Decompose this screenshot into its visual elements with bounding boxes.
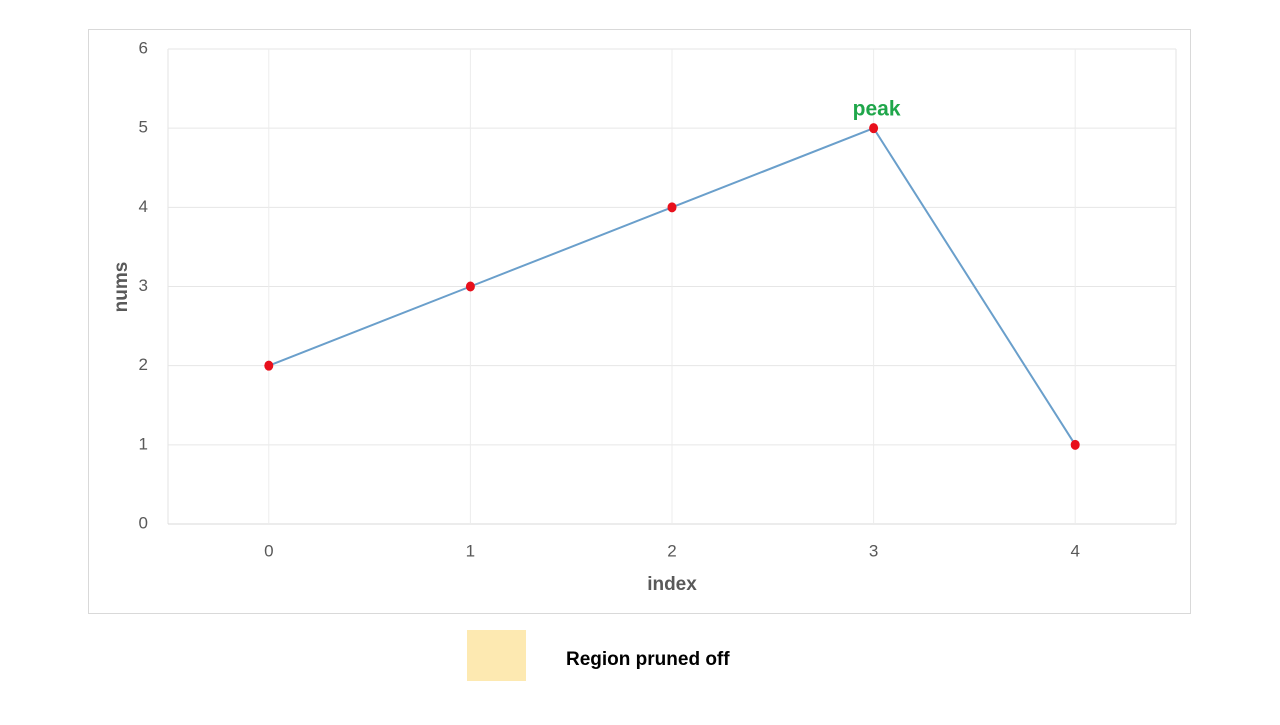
x-tick-label: 4 <box>1070 541 1079 560</box>
legend-swatch <box>467 630 526 681</box>
data-point <box>667 202 677 213</box>
y-tick-label: 5 <box>139 118 148 137</box>
legend-label: Region pruned off <box>566 649 730 670</box>
data-point <box>869 123 879 134</box>
x-tick-label: 0 <box>264 541 273 560</box>
y-tick-label: 4 <box>139 197 148 216</box>
data-point <box>465 281 475 292</box>
y-tick-label: 1 <box>139 434 148 453</box>
chart-frame <box>88 29 1191 614</box>
x-tick-label: 3 <box>869 541 878 560</box>
data-point <box>264 360 274 371</box>
data-point <box>1070 439 1080 450</box>
x-tick-label: 1 <box>466 541 475 560</box>
y-axis-label: nums <box>111 262 132 313</box>
y-tick-label: 2 <box>139 355 148 374</box>
y-tick-label: 3 <box>139 276 148 295</box>
x-tick-label: 2 <box>667 541 676 560</box>
x-axis-label: index <box>647 574 697 595</box>
annotation: peak <box>853 98 901 121</box>
y-tick-label: 0 <box>139 513 148 532</box>
y-tick-label: 6 <box>139 38 148 57</box>
